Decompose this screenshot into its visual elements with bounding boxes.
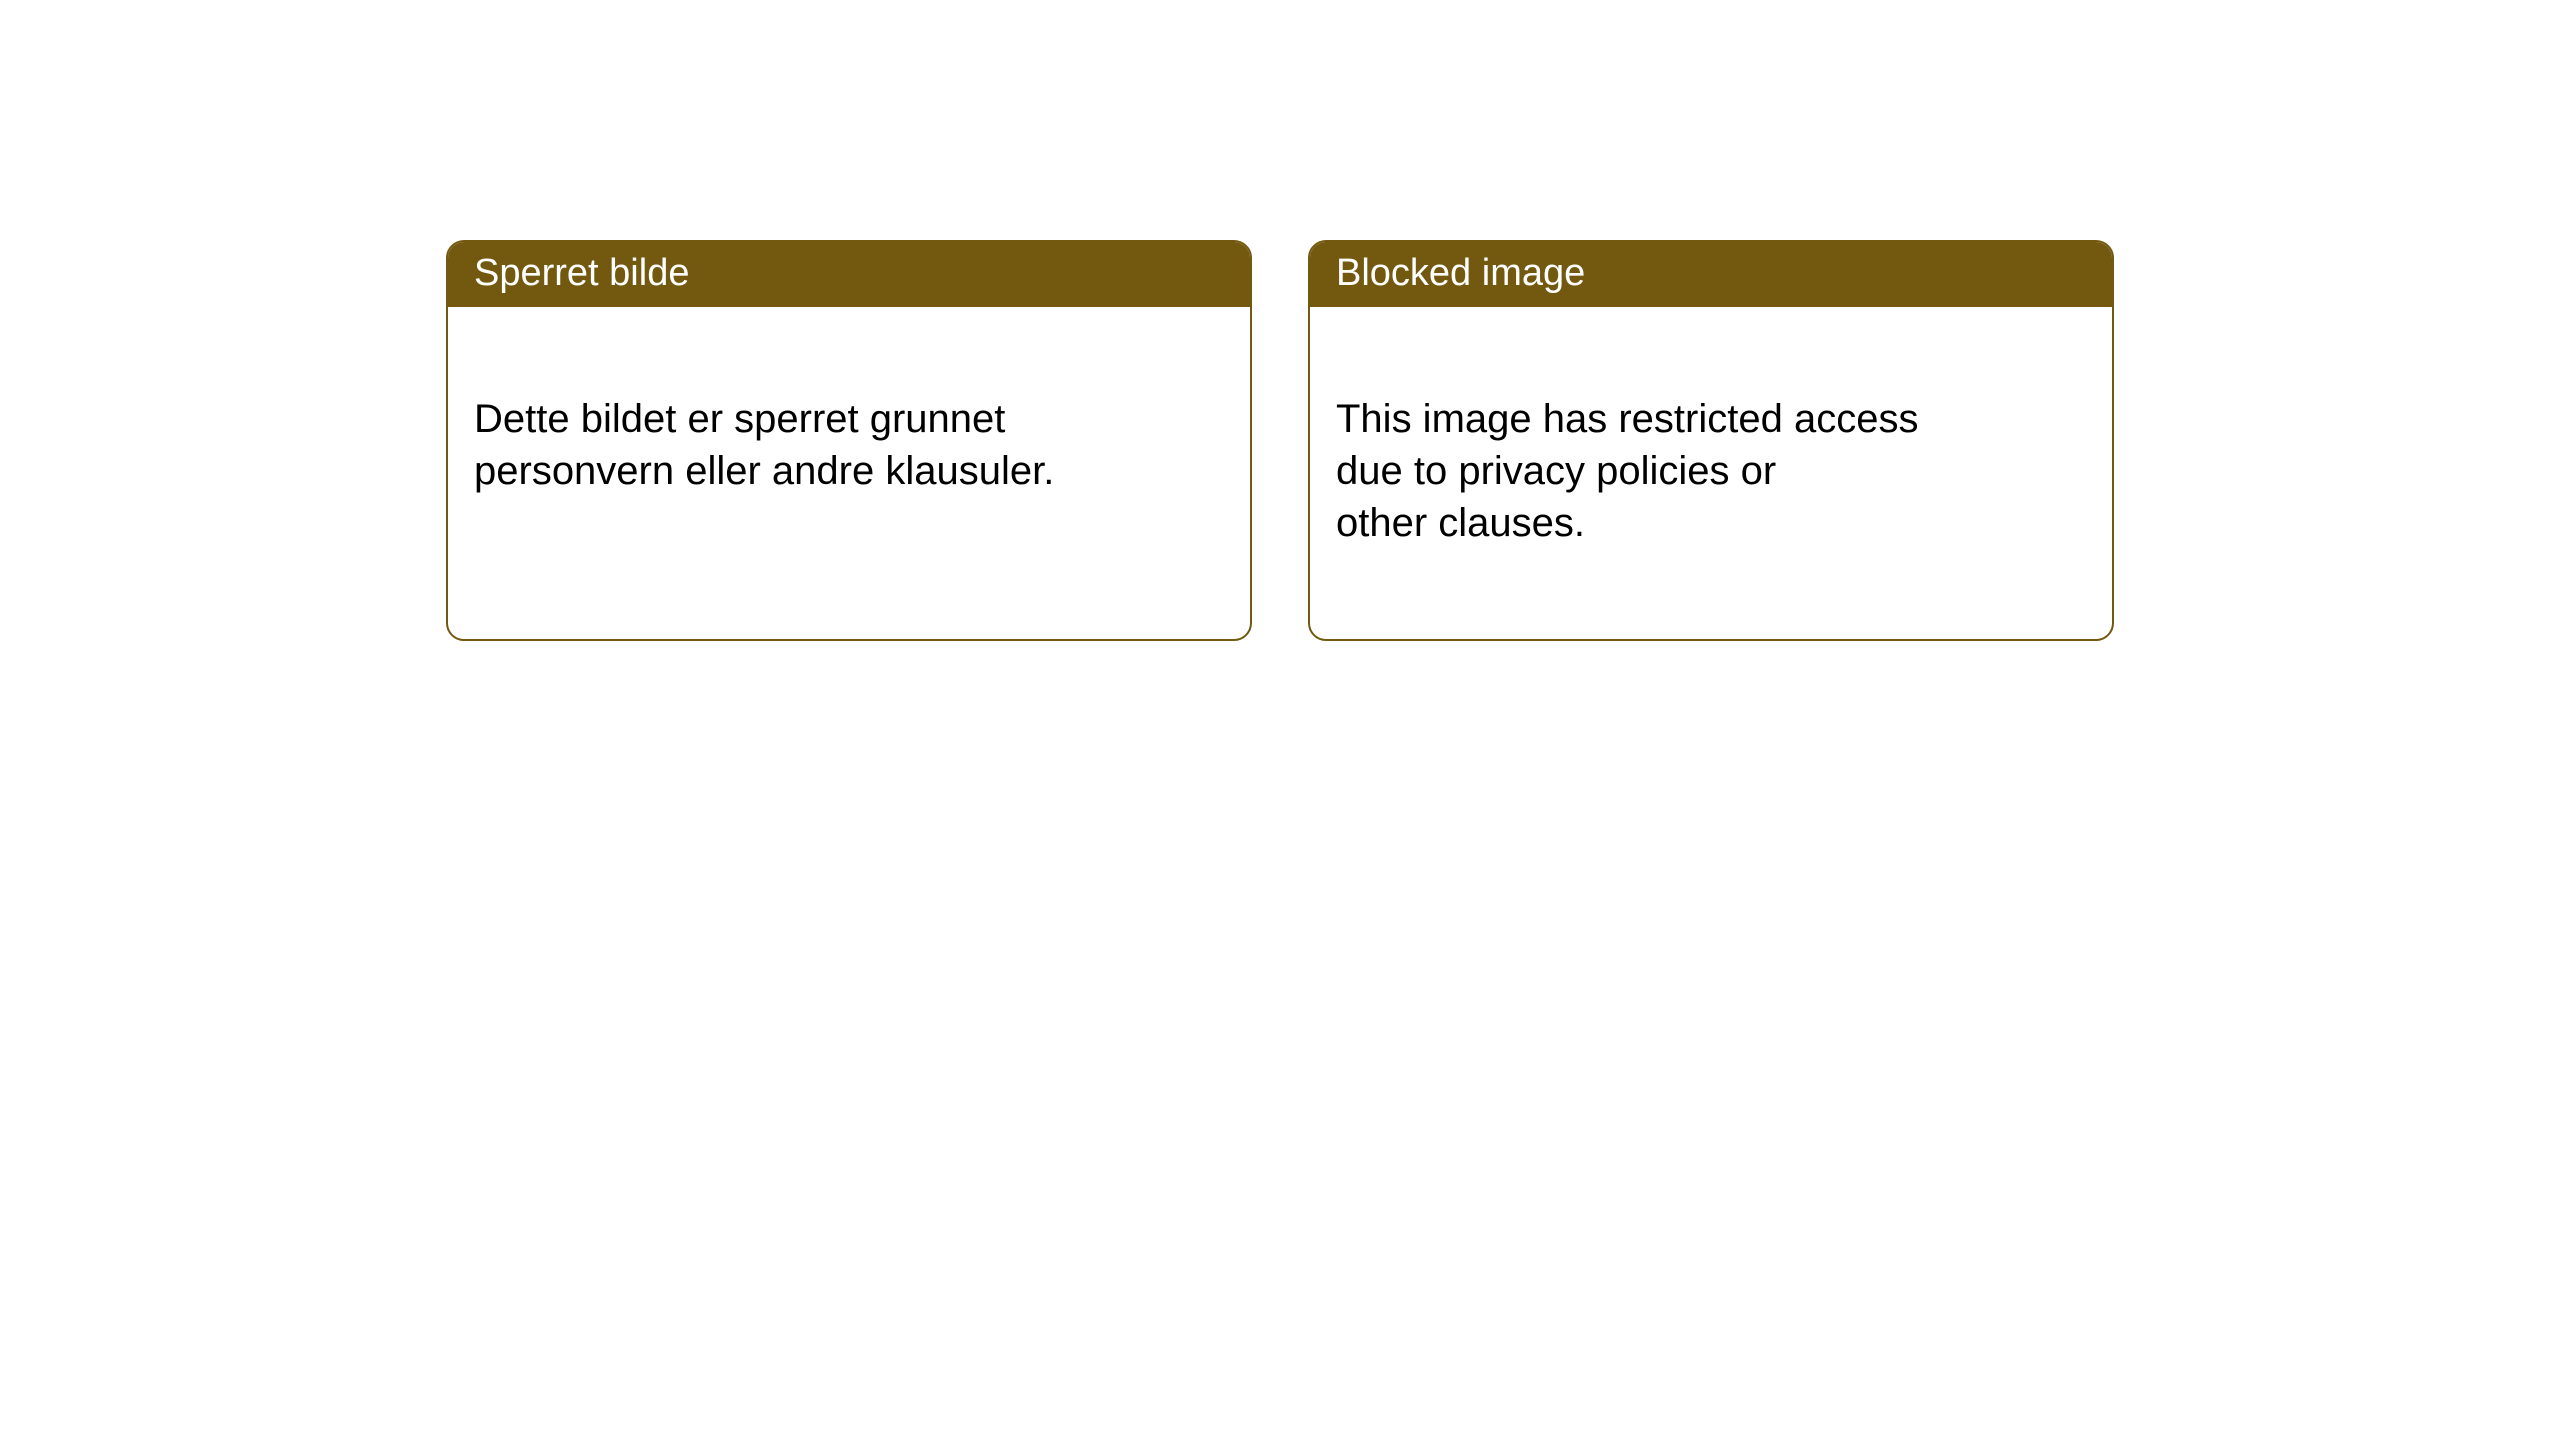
notice-card-norwegian: Sperret bilde Dette bildet er sperret gr…	[446, 240, 1252, 641]
card-title: Sperret bilde	[474, 252, 689, 294]
card-title: Blocked image	[1336, 252, 1585, 294]
card-body: Dette bildet er sperret grunnet personve…	[448, 307, 1250, 587]
card-body-text: This image has restricted access due to …	[1336, 397, 1918, 545]
card-header: Sperret bilde	[448, 242, 1250, 307]
notice-card-english: Blocked image This image has restricted …	[1308, 240, 2114, 641]
card-body-text: Dette bildet er sperret grunnet personve…	[474, 397, 1054, 493]
card-body: This image has restricted access due to …	[1310, 307, 2112, 639]
card-header: Blocked image	[1310, 242, 2112, 307]
notice-cards-container: Sperret bilde Dette bildet er sperret gr…	[446, 240, 2114, 641]
